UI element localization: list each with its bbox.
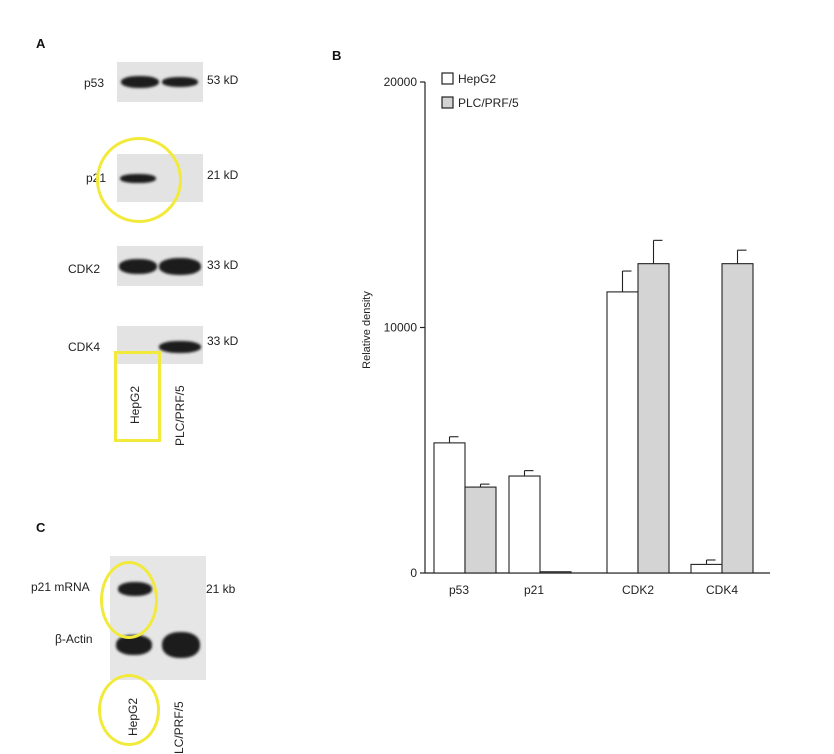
y-tick-label: 20000 bbox=[384, 75, 418, 89]
bar-hepg2-p53 bbox=[433, 442, 466, 574]
legend-label-hepg2: HepG2 bbox=[458, 72, 496, 86]
legend-swatch-hepg2 bbox=[441, 72, 454, 85]
panel-a-letter: A bbox=[36, 36, 46, 51]
blot-cdk4 bbox=[117, 326, 203, 364]
bar-plc-prf-5-p21 bbox=[539, 571, 572, 574]
chart-axes: 0 10000 20000 p53 p21 CDK2 CDK4 bbox=[384, 75, 770, 597]
x-tick-label-p21: p21 bbox=[524, 583, 544, 597]
blot-label-p53: p53 bbox=[84, 76, 105, 90]
bar-hepg2-p21 bbox=[508, 475, 541, 574]
panel-b-letter: B bbox=[332, 48, 342, 63]
panel-c-letter: C bbox=[36, 520, 46, 535]
bar-plc-prf-5-p53 bbox=[464, 486, 497, 574]
northern-label-actin: β-Actin bbox=[55, 632, 93, 646]
band-p53-plc bbox=[162, 77, 198, 87]
highlight-circle-p21 bbox=[96, 137, 182, 223]
blot-cdk2 bbox=[117, 246, 203, 286]
band-cdk2-hepg2 bbox=[119, 259, 157, 274]
bar-hepg2-cdk2 bbox=[606, 291, 639, 574]
northern-size-p21: 21 kb bbox=[206, 582, 236, 596]
bar-hepg2-cdk4 bbox=[690, 563, 723, 574]
bar-plc-prf-5-cdk2 bbox=[637, 263, 670, 574]
legend-swatch-plc bbox=[441, 96, 454, 109]
blot-label-cdk4: CDK4 bbox=[68, 340, 101, 354]
northern-label-p21-mrna: p21 mRNA bbox=[31, 580, 90, 594]
blot-size-p53: 53 kD bbox=[207, 73, 239, 87]
blot-p53 bbox=[117, 62, 203, 102]
highlight-circle-hepg2-c bbox=[98, 674, 160, 746]
x-tick-label-cdk2: CDK2 bbox=[622, 583, 654, 597]
blot-size-cdk4: 33 kD bbox=[207, 334, 239, 348]
highlight-circle-p21-mrna bbox=[100, 561, 158, 639]
blot-size-cdk2: 33 kD bbox=[207, 258, 239, 272]
band-actin-plc bbox=[162, 632, 200, 658]
legend: HepG2 PLC/PRF/5 bbox=[441, 72, 519, 110]
blot-label-cdk2: CDK2 bbox=[68, 262, 101, 276]
y-tick-label: 0 bbox=[410, 566, 417, 580]
legend-label-plc: PLC/PRF/5 bbox=[458, 96, 519, 110]
y-tick-label: 10000 bbox=[384, 321, 418, 335]
band-actin-hepg2 bbox=[116, 635, 152, 655]
bar-plc-prf-5-cdk4 bbox=[721, 263, 754, 574]
x-tick-label-p53: p53 bbox=[449, 583, 469, 597]
chart-bars bbox=[433, 239, 754, 574]
band-cdk4-plc bbox=[159, 341, 201, 353]
x-tick-label-cdk4: CDK4 bbox=[706, 583, 738, 597]
blot-size-p21: 21 kD bbox=[207, 168, 239, 182]
y-axis-label: Relative density bbox=[361, 291, 373, 369]
band-p53-hepg2 bbox=[121, 76, 159, 88]
highlight-box-hepg2 bbox=[114, 351, 161, 442]
band-cdk2-plc bbox=[159, 258, 201, 275]
